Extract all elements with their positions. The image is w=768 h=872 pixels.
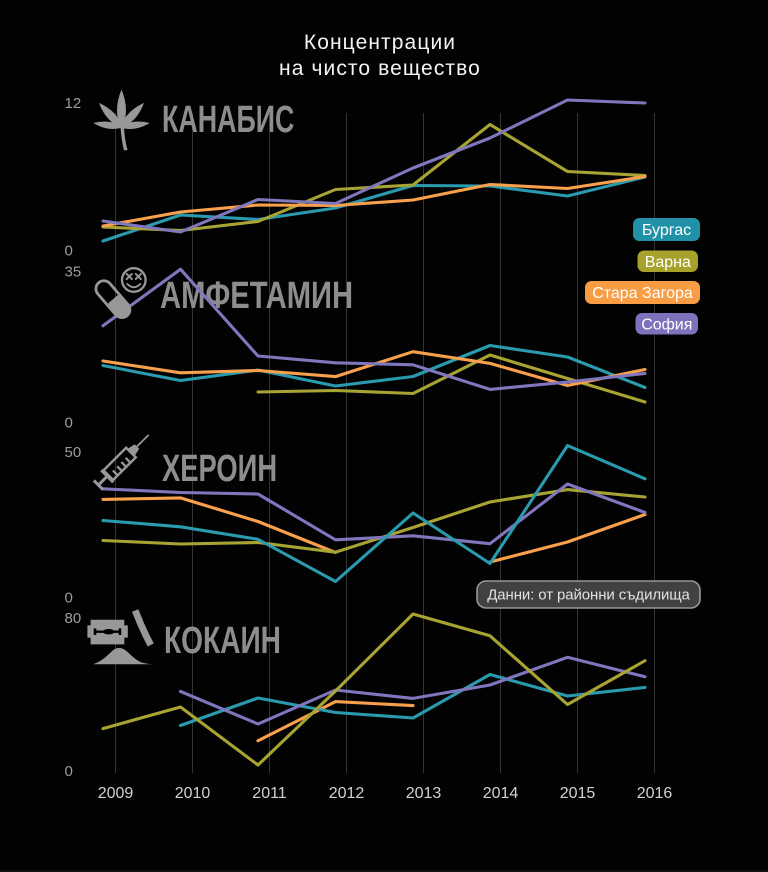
svg-text:2016: 2016: [637, 785, 673, 802]
svg-text:Варна: Варна: [645, 254, 691, 271]
svg-text:0: 0: [65, 415, 73, 432]
svg-text:35: 35: [65, 264, 82, 281]
svg-text:2010: 2010: [175, 785, 211, 802]
svg-text:Данни: от районни съдилища: Данни: от районни съдилища: [487, 587, 690, 604]
svg-text:80: 80: [65, 610, 82, 627]
svg-text:0: 0: [65, 763, 73, 780]
svg-text:София: София: [641, 316, 692, 333]
svg-text:0: 0: [65, 590, 73, 607]
svg-text:2014: 2014: [483, 785, 519, 802]
svg-text:2015: 2015: [560, 785, 596, 802]
svg-text:Бургас: Бургас: [642, 222, 691, 239]
svg-text:2013: 2013: [406, 785, 442, 802]
svg-text:Стара Загора: Стара Загора: [592, 285, 693, 302]
svg-text:50: 50: [65, 444, 82, 461]
svg-text:ХЕРОИН: ХЕРОИН: [162, 448, 277, 490]
svg-text:на чисто вещество: на чисто вещество: [279, 57, 481, 80]
svg-text:КАНАБИС: КАНАБИС: [162, 97, 294, 140]
svg-text:2011: 2011: [252, 785, 287, 802]
svg-text:2012: 2012: [329, 785, 365, 802]
svg-text:0: 0: [65, 243, 73, 260]
svg-text:2009: 2009: [98, 785, 134, 802]
svg-text:12: 12: [65, 95, 82, 112]
svg-text:КОКАИН: КОКАИН: [164, 620, 281, 662]
svg-text:Концентрации: Концентрации: [304, 31, 456, 54]
